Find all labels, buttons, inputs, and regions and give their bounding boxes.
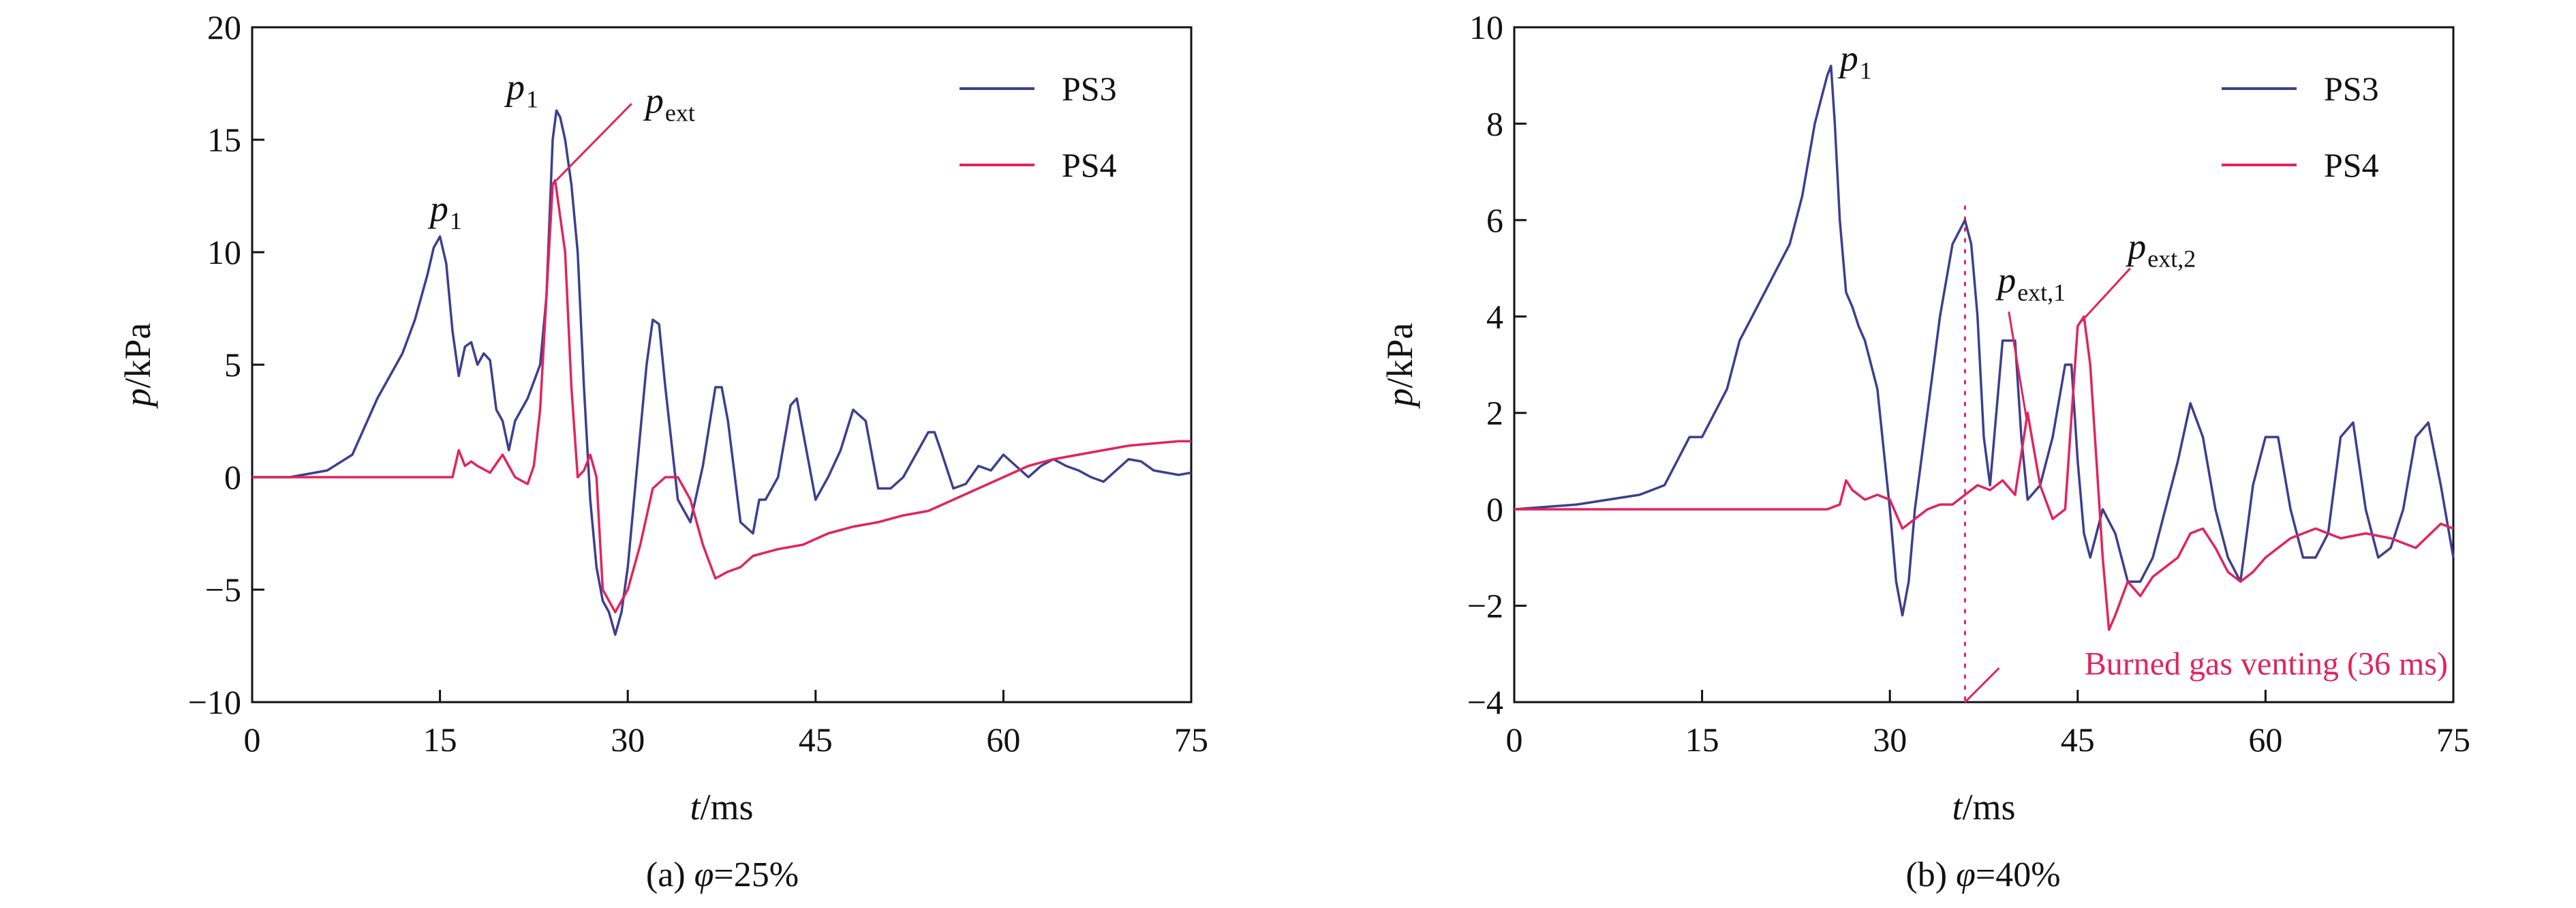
legend-label-ps4: PS4 [2324, 146, 2379, 184]
x-axis-label-unit: /ms [1962, 787, 2015, 828]
y-tick-label: −2 [1467, 587, 1503, 625]
y-axis-label-symbol: p [1379, 389, 1420, 410]
legend-label-ps3: PS3 [1062, 70, 1117, 108]
x-axis-label-symbol: t [690, 787, 701, 828]
x-tick-label: 30 [1873, 721, 1907, 759]
series-line-ps3 [252, 109, 1192, 636]
panel-caption: (a) φ=25% [646, 856, 799, 894]
y-tick-label: 10 [1469, 8, 1503, 46]
y-tick-label: 10 [207, 233, 241, 271]
vent-label: Burned gas venting (36 ms) [2085, 646, 2448, 682]
annotation-subscript: 1 [450, 207, 462, 234]
x-tick-label: 45 [799, 721, 833, 759]
x-axis-label-unit: /ms [700, 787, 753, 828]
annotation-symbol: p [427, 188, 448, 229]
x-tick-label: 0 [1506, 721, 1523, 759]
y-tick-label: 0 [224, 458, 241, 496]
x-axis-label: t/ms [690, 787, 753, 828]
annotation-subscript: ext,1 [2017, 279, 2066, 306]
x-axis-label-symbol: t [1952, 787, 1963, 828]
x-axis-label: t/ms [1952, 787, 2015, 828]
y-axis-label: p/kPa [117, 322, 158, 409]
panel-a: 0 15 30 45 60 75 −10 −5 0 5 10 15 20 t/ms p/kPa PS3 PS4 p… [117, 8, 1208, 894]
y-tick-label: 15 [207, 121, 241, 159]
caption-symbol: φ [694, 856, 714, 894]
annotation-symbol: p [1995, 260, 2016, 301]
panel-b: 0 15 30 45 60 75 −4 −2 0 2 4 6 8 10 t/ms p/kPa Burned ga… [1379, 8, 2470, 894]
panel-caption: (b) φ=40% [1905, 856, 2060, 894]
x-tick-label: 75 [1174, 721, 1208, 759]
p-ext2-leader-line [2081, 267, 2132, 322]
annotation-label: p1 [427, 188, 462, 234]
caption-value: =25% [714, 856, 799, 894]
annotation-label: pext,2 [2125, 226, 2196, 272]
x-tick-label: 15 [423, 721, 457, 759]
y-tick-label: −4 [1467, 683, 1503, 721]
caption-prefix: (a) [646, 856, 694, 894]
plot-frame [251, 26, 1193, 703]
annotation-subscript: ext,2 [2147, 245, 2196, 272]
y-axis-label-symbol: p [117, 389, 158, 410]
annotation-subscript: 1 [1860, 57, 1872, 85]
plot-frame [1513, 26, 2455, 703]
y-tick-label: 4 [1486, 297, 1503, 335]
x-tick-label: 60 [986, 721, 1020, 759]
y-tick-label: 20 [207, 8, 241, 46]
caption-value: =40% [1976, 856, 2061, 894]
series-line-ps4 [252, 179, 1191, 614]
y-axis-label: p/kPa [1379, 322, 1420, 409]
x-tick-label: 60 [2248, 721, 2282, 759]
annotation-subscript: ext [665, 99, 695, 126]
p-ext1-leader-line [2008, 311, 2027, 419]
y-tick-label: −10 [188, 683, 241, 721]
caption-symbol: φ [1956, 856, 1976, 894]
vent-leader-line [1964, 667, 2000, 703]
y-tick-label: 8 [1486, 104, 1503, 142]
x-tick-label: 45 [2061, 721, 2095, 759]
y-axis-label-unit: /kPa [1379, 322, 1420, 388]
annotation-label: pext,1 [1995, 260, 2066, 306]
y-tick-label: 6 [1486, 201, 1503, 239]
y-tick-label: 2 [1486, 394, 1503, 432]
annotation-label: pext [643, 80, 695, 126]
annotation-symbol: p [504, 67, 525, 108]
series-line-ps4 [1514, 315, 2454, 631]
annotation-symbol: p [2125, 226, 2146, 267]
series-line-ps3 [1514, 64, 2455, 617]
annotation-subscript: 1 [526, 86, 538, 113]
y-tick-label: 5 [224, 346, 241, 384]
y-tick-label: 0 [1486, 490, 1503, 528]
legend-label-ps4: PS4 [1062, 146, 1117, 184]
annotation-symbol: p [643, 80, 664, 121]
y-tick-label: −5 [205, 571, 241, 609]
annotation-symbol: p [1837, 38, 1858, 79]
annotation-label: p1 [1837, 38, 1872, 85]
p-ext-leader-line [555, 103, 632, 181]
caption-prefix: (b) [1905, 856, 1956, 894]
x-tick-label: 75 [2436, 721, 2470, 759]
annotation-label: p1 [504, 67, 538, 113]
x-tick-label: 30 [611, 721, 645, 759]
y-axis-label-unit: /kPa [117, 322, 158, 388]
x-tick-label: 15 [1685, 721, 1719, 759]
legend-label-ps3: PS3 [2324, 70, 2379, 108]
x-tick-label: 0 [244, 721, 261, 759]
